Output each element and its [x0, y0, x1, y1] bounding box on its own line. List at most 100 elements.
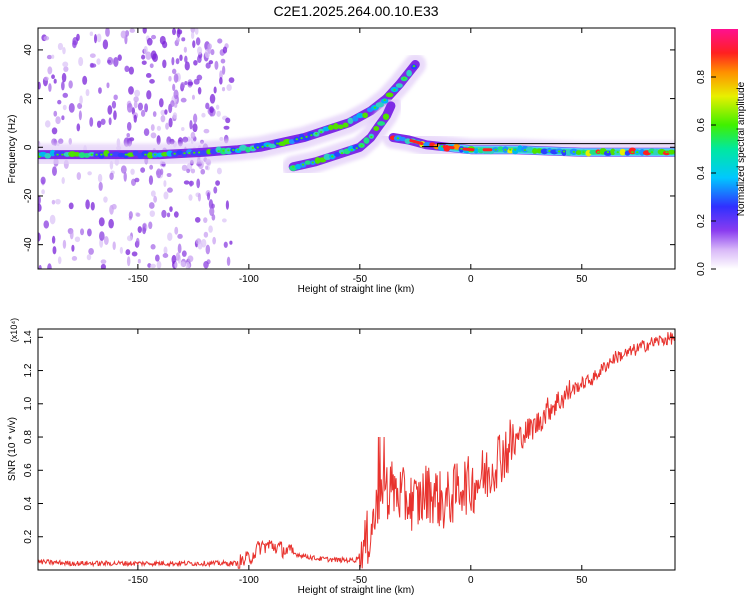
noise-speckle: [168, 75, 172, 82]
noise-speckle: [62, 92, 69, 98]
noise-speckle: [200, 168, 206, 175]
noise-speckle: [126, 256, 131, 267]
noise-speckle: [126, 132, 130, 138]
noise-speckle: [148, 221, 153, 230]
noise-speckle: [126, 235, 133, 242]
noise-speckle: [212, 236, 217, 245]
noise-speckle: [85, 88, 90, 97]
noise-speckle: [156, 168, 162, 179]
amplitude-core: [513, 148, 517, 151]
noise-speckle: [194, 217, 201, 223]
noise-speckle: [61, 115, 65, 121]
noise-speckle: [148, 202, 155, 209]
noise-speckle: [51, 74, 55, 80]
snr-panel: -150 -100 -50 0 50 0.2 0.4 0.6 0.8 1.0 1.2 1.4 Hei…: [7, 318, 676, 596]
amplitude-core: [616, 151, 619, 154]
x-tick-label: -100: [239, 274, 259, 285]
amplitude-core: [557, 150, 561, 153]
noise-speckle: [216, 110, 221, 117]
noise-speckle: [225, 117, 231, 124]
amplitude-core: [320, 130, 323, 133]
noise-speckle: [100, 259, 107, 265]
noise-speckle: [89, 117, 94, 127]
noise-speckle: [103, 236, 109, 245]
amplitude-blob: [512, 147, 519, 155]
noise-speckle: [107, 59, 111, 64]
noise-speckle: [180, 81, 186, 89]
noise-speckle: [112, 241, 116, 250]
colorbar-tick-label: 0.2: [696, 214, 707, 228]
amplitude-core: [61, 153, 64, 156]
noise-speckle: [174, 226, 179, 235]
noise-speckle: [133, 114, 137, 123]
noise-speckle: [211, 203, 215, 209]
noise-speckle: [145, 73, 152, 78]
noise-speckle: [181, 250, 187, 257]
noise-speckle: [53, 78, 57, 84]
y-tick-label: -40: [23, 237, 34, 252]
noise-speckle: [137, 258, 141, 264]
amplitude-core: [266, 144, 269, 147]
amplitude-core: [232, 149, 235, 152]
x-tick-label: -100: [239, 575, 259, 586]
amplitude-core: [393, 88, 396, 91]
amplitude-blob: [395, 83, 403, 88]
noise-speckle: [207, 46, 211, 55]
amplitude-core: [494, 148, 497, 151]
noise-speckle: [220, 58, 226, 64]
amplitude-core: [340, 152, 344, 155]
noise-speckle: [174, 261, 178, 269]
noise-speckle: [184, 55, 188, 63]
amplitude-blob: [497, 146, 504, 152]
amplitude-core: [105, 153, 108, 156]
noise-speckle: [149, 164, 154, 170]
colorbar-label: Normalized spectral amplitude: [736, 81, 747, 216]
noise-speckle: [173, 211, 179, 218]
noise-speckle: [148, 175, 154, 185]
amplitude-core: [144, 153, 147, 156]
amplitude-core: [331, 155, 334, 158]
noise-speckle: [108, 218, 114, 229]
amplitude-core: [597, 151, 600, 154]
noise-speckle: [175, 58, 180, 65]
amplitude-core: [217, 150, 220, 153]
amplitude-core: [129, 153, 132, 156]
noise-speckle: [113, 110, 117, 121]
noise-speckle: [160, 115, 166, 123]
noise-speckle: [166, 212, 171, 218]
amplitude-blob: [78, 152, 86, 158]
noise-speckle: [123, 171, 127, 182]
noise-speckle: [172, 28, 176, 36]
noise-speckle: [57, 99, 62, 105]
noise-speckle: [184, 61, 190, 71]
snr-plot-area: [38, 329, 675, 570]
amplitude-core: [523, 149, 527, 152]
amplitude-core: [339, 124, 342, 127]
x-tick-label: -50: [353, 575, 368, 586]
noise-speckle: [150, 124, 155, 131]
amplitude-blob: [589, 150, 598, 155]
amplitude-blob: [540, 148, 549, 155]
figure-title: C2E1.2025.264.00.10.E33: [273, 3, 438, 19]
amplitude-blob: [302, 135, 311, 141]
noise-speckle: [133, 96, 139, 103]
noise-speckle: [171, 68, 177, 75]
amplitude-blob: [322, 126, 330, 132]
noise-speckle: [124, 65, 130, 73]
y-tick-label: 0: [23, 144, 34, 150]
noise-speckle: [89, 53, 96, 58]
noise-speckle: [153, 195, 158, 203]
noise-speckle: [76, 33, 80, 42]
noise-speckle: [159, 35, 166, 45]
noise-speckle: [172, 112, 178, 119]
noise-speckle: [173, 89, 179, 100]
noise-speckle: [113, 94, 118, 101]
x-tick-label: 0: [468, 274, 474, 285]
noise-speckle: [90, 201, 95, 211]
noise-speckle: [167, 232, 173, 241]
noise-speckle: [76, 123, 81, 132]
noise-speckle: [164, 109, 168, 115]
noise-speckle: [98, 87, 102, 94]
noise-speckle: [170, 100, 175, 108]
noise-speckle: [163, 180, 167, 188]
